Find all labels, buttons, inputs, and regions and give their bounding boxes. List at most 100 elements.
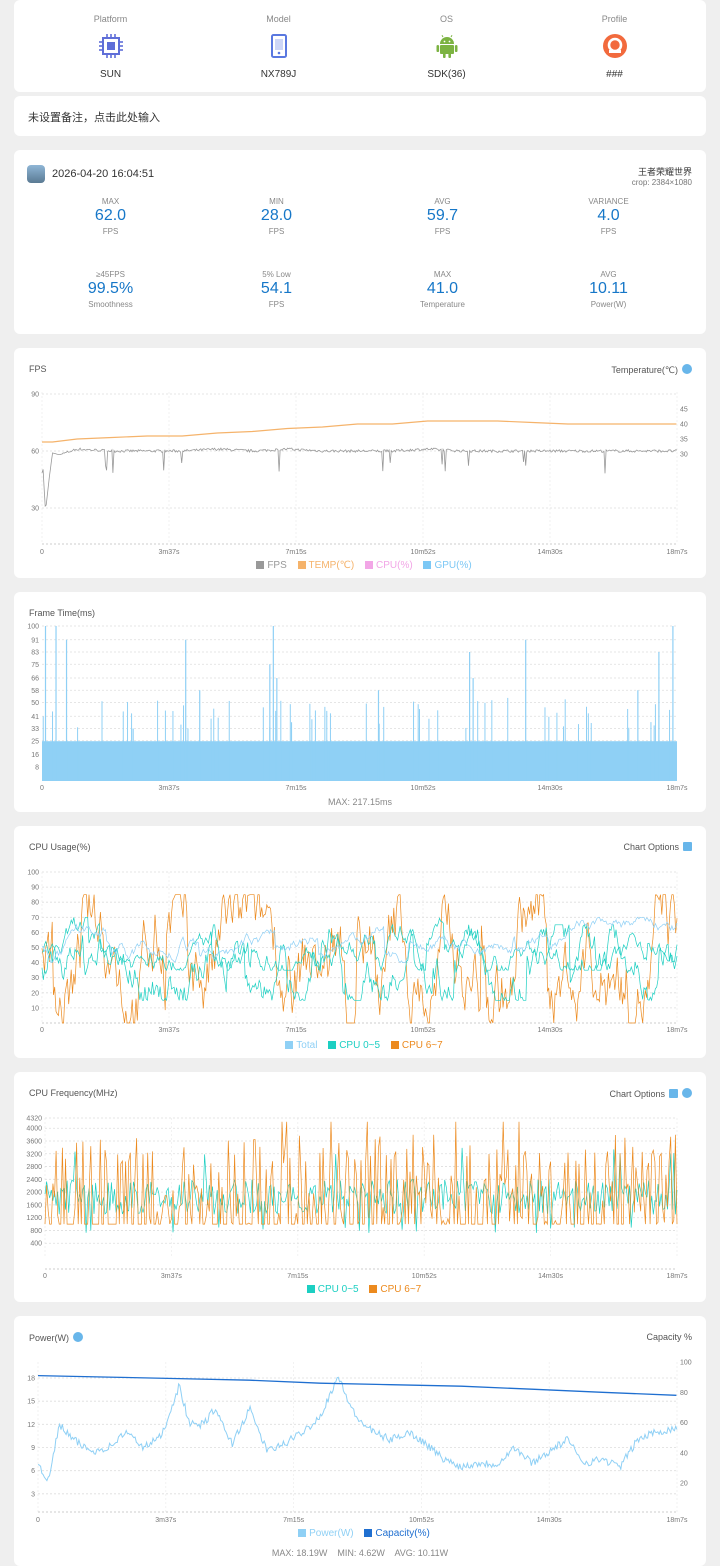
y-tick-label: 2400: [26, 1177, 42, 1184]
y-tick-label: 3600: [26, 1139, 42, 1146]
y-tick-label: 100: [27, 870, 39, 877]
note-card[interactable]: 未设置备注，点击此处输入: [14, 96, 706, 136]
legend-swatch: [364, 1529, 373, 1537]
y-tick-label: 33: [31, 726, 39, 733]
stat-unit: FPS: [102, 227, 119, 236]
legend-swatch: [328, 1041, 337, 1049]
note-placeholder[interactable]: 未设置备注，点击此处输入: [28, 112, 160, 124]
y2-tick-label: 60: [680, 1420, 688, 1427]
chart-options-button[interactable]: Chart Options: [609, 1088, 692, 1099]
stat-unit: FPS: [600, 227, 617, 236]
stat-max-temperature: MAX 41.0 Temperature: [356, 270, 529, 309]
chart-title: CPU Frequency(MHz): [29, 1088, 118, 1098]
stat-caption: AVG: [600, 270, 617, 279]
x-tick-label: 10m52s: [412, 1273, 437, 1280]
x-tick-label: 18m7s: [666, 785, 688, 792]
stat-5pct-low: 5% Low 54.1 FPS: [190, 270, 363, 309]
refresh-icon[interactable]: [682, 1088, 692, 1098]
legend-label[interactable]: CPU 6~7: [401, 1040, 443, 1051]
y-tick-label: 58: [31, 688, 39, 695]
options-icon[interactable]: [669, 1089, 678, 1098]
chart-options-button[interactable]: Chart Options: [623, 842, 692, 852]
temperature-line: [42, 420, 677, 443]
power-line: [37, 1376, 678, 1482]
device-model: Model NX789J: [192, 0, 365, 92]
y-tick-label: 30: [31, 506, 39, 513]
legend-label[interactable]: Total: [296, 1040, 318, 1051]
y-tick-label: 3: [31, 1491, 35, 1498]
legend-label[interactable]: CPU 0~5: [339, 1040, 381, 1051]
y-tick-label: 16: [31, 752, 39, 759]
chip-icon: [99, 34, 123, 58]
y-tick-label: 1600: [26, 1202, 42, 1209]
y-tick-label: 75: [31, 662, 39, 669]
power-title: Power(W): [29, 1332, 83, 1343]
x-tick-label: 3m37s: [158, 549, 180, 556]
x-tick-label: 7m15s: [283, 1517, 305, 1524]
legend-label[interactable]: CPU(%): [376, 560, 413, 571]
chart-title: FPS: [29, 364, 47, 374]
legend-label[interactable]: CPU 0~5: [317, 1284, 359, 1295]
x-tick-label: 18m7s: [666, 1273, 688, 1280]
chart-legend: FPS TEMP(℃) CPU(%) GPU(%): [14, 560, 706, 571]
crop-resolution: crop: 2384×1080: [631, 178, 692, 187]
x-tick-label: 14m30s: [538, 785, 563, 792]
y2-tick-label: 20: [680, 1481, 688, 1488]
y2-tick-label: 40: [680, 422, 688, 429]
x-tick-label: 10m52s: [411, 549, 436, 556]
stat-min-fps: MIN 28.0 FPS: [190, 197, 363, 236]
cpu-big-line: [41, 893, 678, 1024]
chart-right-label: Temperature(℃): [611, 365, 678, 375]
device-profile: Profile ###: [528, 0, 701, 92]
stat-value: 4.0: [597, 207, 620, 224]
stat-max-fps: MAX 62.0 FPS: [24, 197, 197, 236]
x-tick-label: 14m30s: [538, 1273, 563, 1280]
temperature-toggle[interactable]: Temperature(℃): [611, 364, 692, 376]
y-tick-label: 2000: [26, 1190, 42, 1197]
device-platform: Platform SUN: [24, 0, 197, 92]
x-tick-label: 7m15s: [285, 785, 307, 792]
cpu-small-line-2: [41, 924, 678, 1002]
legend-swatch: [285, 1041, 294, 1049]
y-tick-label: 3200: [26, 1151, 42, 1158]
options-icon[interactable]: [683, 842, 692, 851]
cpu-big-freq-line: [44, 1121, 678, 1226]
refresh-icon[interactable]: [682, 364, 692, 374]
game-name: 王者荣耀世界: [637, 167, 692, 177]
x-tick-label: 0: [40, 549, 44, 556]
stat-unit: Smoothness: [88, 300, 133, 309]
y2-tick-label: 30: [680, 452, 688, 459]
legend-label[interactable]: Capacity(%): [375, 1528, 430, 1539]
device-os: OS SDK(36): [360, 0, 533, 92]
cpu-usage-chart-card: CPU Usage(%) Chart Options 100 90 80 70 60 50…: [14, 826, 706, 1058]
legend-label[interactable]: GPU(%): [434, 560, 472, 571]
stat-smoothness: ≥45FPS 99.5% Smoothness: [24, 270, 197, 309]
legend-label[interactable]: Power(W): [309, 1528, 354, 1539]
fps-chart-plot: 90 60 30 45 40 35 30 0 3m37s 7m15s 10m52s 14m30s 18m…: [31, 392, 688, 557]
os-value: SDK(36): [427, 69, 466, 80]
power-stats: MAX: 18.19W MIN: 4.62W AVG: 10.11W: [14, 1548, 706, 1558]
y2-tick-label: 100: [680, 1360, 692, 1367]
y2-tick-label: 35: [680, 437, 688, 444]
profile-icon: [603, 34, 627, 58]
y-tick-label: 91: [31, 637, 39, 644]
y2-tick-label: 80: [680, 1390, 688, 1397]
y-tick-label: 66: [31, 676, 39, 683]
y-tick-label: 30: [31, 975, 39, 982]
frametime-chart-plot: 100 91 83 75 66 58 50 41 33 25 16 8 0 3m37s 7m15s 10m52…: [27, 624, 688, 793]
y-tick-label: 9: [31, 1445, 35, 1452]
y-tick-label: 50: [31, 700, 39, 707]
legend-label[interactable]: TEMP(℃): [308, 560, 355, 571]
legend-label[interactable]: FPS: [267, 560, 287, 571]
summary-card: 2026-04-20 16:04:51 王者荣耀世界 crop: 2384×10…: [14, 150, 706, 334]
y-tick-label: 90: [31, 885, 39, 892]
y-tick-label: 2800: [26, 1164, 42, 1171]
power-chart-card: Power(W) Capacity % 18 15 12 9 6 3 100 80 60 40 20…: [14, 1316, 706, 1566]
x-tick-label: 3m37s: [158, 1027, 180, 1034]
x-tick-label: 3m37s: [161, 1273, 183, 1280]
power-plot: 18 15 12 9 6 3 100 80 60 40 20 0 3m37s 7m15s 10m52s 14m…: [27, 1360, 692, 1525]
x-tick-label: 10m52s: [409, 1517, 434, 1524]
refresh-icon[interactable]: [73, 1332, 83, 1342]
power-max: MAX: 18.19W: [271, 1548, 328, 1558]
legend-label[interactable]: CPU 6~7: [380, 1284, 422, 1295]
